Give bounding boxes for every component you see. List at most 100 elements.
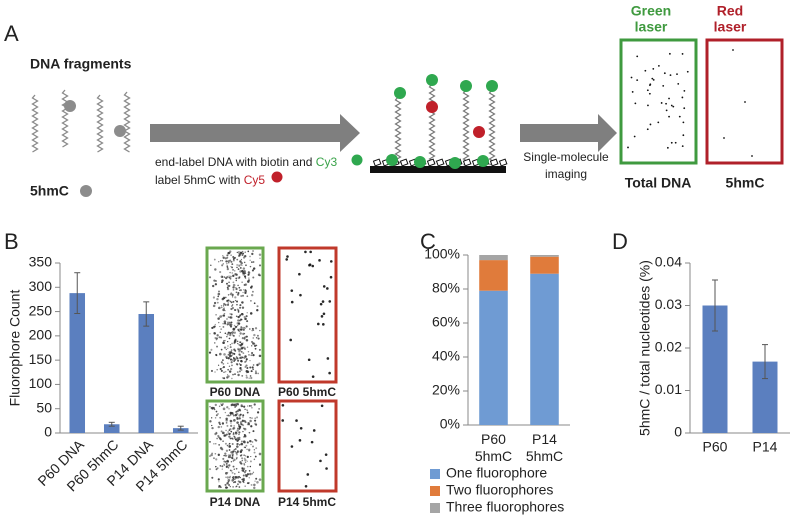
speckle [241, 306, 245, 309]
spot [651, 77, 654, 80]
speckle [228, 442, 231, 445]
spot [633, 135, 636, 138]
speckle [229, 428, 232, 431]
speckle [231, 364, 233, 367]
speckle [220, 304, 223, 307]
spot [751, 155, 753, 157]
speckle [218, 307, 220, 309]
speckle [222, 255, 224, 257]
bar-segment [479, 255, 508, 261]
y-tick-label: 0.03 [655, 296, 682, 312]
speckle [231, 296, 234, 298]
speckle [218, 321, 220, 324]
speckle [235, 438, 237, 441]
speckle [249, 439, 252, 443]
speckle [218, 336, 221, 339]
y-tick-label: 100 [29, 375, 53, 391]
speckle [211, 452, 213, 454]
speckle [258, 354, 262, 358]
speckle [231, 437, 233, 440]
speckle [242, 414, 245, 417]
speckle [251, 366, 254, 369]
speckle [232, 274, 235, 277]
speckle [218, 484, 221, 488]
speckle [251, 329, 253, 332]
speckle [249, 312, 253, 315]
speckle [227, 353, 230, 356]
speckle [223, 276, 226, 278]
speckle [254, 455, 257, 458]
speckle [225, 429, 227, 432]
speckle [237, 311, 240, 313]
speckle [257, 273, 261, 277]
speckle [222, 363, 225, 365]
speckle [221, 377, 224, 379]
speckle [233, 480, 237, 484]
speckle [232, 455, 234, 458]
speckle [253, 486, 256, 490]
speckle [226, 267, 229, 271]
speckle [217, 295, 220, 298]
step-text: label 5hmC with Cy5 [155, 173, 265, 187]
dye-cy3 [426, 74, 438, 86]
speckle [237, 322, 241, 325]
speckle [256, 334, 259, 337]
speckle [234, 448, 237, 450]
speckle [210, 348, 213, 351]
speckle [256, 481, 259, 484]
speckle [219, 315, 222, 318]
dye-cy5 [426, 101, 438, 113]
speckle [237, 292, 240, 295]
speckle [258, 253, 262, 257]
speckle [246, 320, 249, 323]
speckle [232, 283, 236, 287]
speckle [309, 250, 312, 254]
speckle [237, 349, 240, 351]
speckle [251, 290, 254, 293]
speckle [248, 450, 250, 452]
micrograph-frame [277, 246, 338, 384]
legend-swatch [430, 503, 440, 513]
surface [370, 166, 506, 173]
speckle [222, 263, 224, 265]
speckle [236, 483, 239, 486]
speckle [255, 370, 257, 372]
spot [652, 78, 655, 81]
speckle [228, 445, 232, 448]
speckle [230, 321, 233, 324]
spot [644, 69, 647, 72]
speckle [215, 338, 218, 341]
speckle [240, 356, 243, 359]
speckle [231, 476, 234, 479]
speckle [241, 457, 243, 459]
x-tick-label-line: P60 [481, 431, 506, 447]
speckle [252, 445, 255, 448]
step-text: imaging [545, 167, 587, 181]
speckle [231, 333, 234, 335]
speckle [224, 452, 227, 455]
speckle [221, 422, 225, 425]
speckle [230, 361, 233, 364]
speckle [226, 333, 229, 336]
panel-label: A [4, 21, 19, 46]
speckle [229, 358, 233, 361]
speckle [237, 373, 240, 377]
speckle [235, 287, 237, 289]
speckle [246, 448, 248, 451]
speckle [232, 403, 235, 407]
speckle [218, 421, 221, 424]
speckle [237, 309, 240, 311]
y-axis-label: 5hmC / total nucleotides (%) [637, 260, 653, 436]
speckle [248, 354, 250, 356]
speckle [219, 325, 221, 328]
speckle [232, 286, 235, 289]
speckle [242, 291, 244, 294]
speckle [241, 343, 244, 346]
speckle [233, 415, 235, 417]
speckle [228, 464, 231, 467]
speckle [310, 440, 314, 444]
speckle [220, 336, 223, 339]
spot [672, 105, 675, 108]
speckle [243, 315, 246, 319]
speckle [244, 459, 247, 462]
